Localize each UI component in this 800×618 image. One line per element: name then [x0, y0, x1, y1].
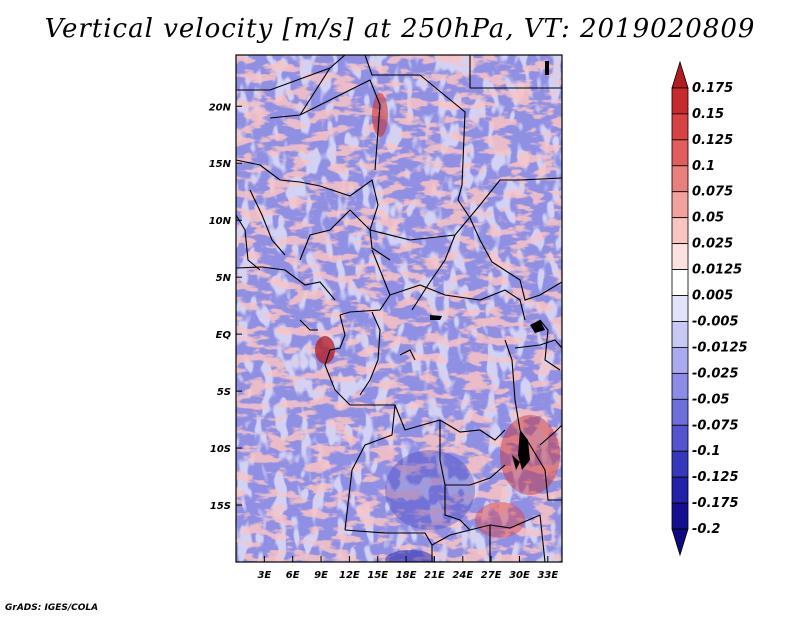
colorbar-label: 0.005	[692, 289, 733, 304]
colorbar-label: 0.05	[692, 211, 724, 226]
colorbar-cell	[671, 398, 689, 426]
colorbar-label: 0.175	[692, 81, 733, 96]
colorbar-cell	[671, 450, 689, 478]
colorbar-label: -0.2	[692, 522, 720, 537]
map-frame	[235, 54, 563, 563]
colorbar-label: -0.1	[692, 444, 720, 459]
lon-tick-label: 18E	[396, 570, 417, 581]
country-borders	[236, 55, 562, 562]
colorbar-label: -0.025	[692, 366, 739, 381]
colorbar-label: -0.175	[692, 496, 739, 511]
colorbar-label: -0.0125	[692, 340, 748, 355]
lat-tick-label: 10S	[210, 444, 231, 455]
grads-credit: GrADS: IGES/COLA	[5, 603, 99, 613]
colorbar-cell	[671, 217, 689, 245]
colorbar-cell	[671, 321, 689, 348]
colorbar-label: -0.075	[692, 418, 739, 433]
lon-tick-label: 9E	[314, 570, 328, 581]
colorbar-label: 0.15	[692, 107, 724, 122]
colorbar-top-arrow	[671, 60, 689, 89]
lon-tick-label: 6E	[286, 570, 300, 581]
colorbar-cell	[671, 476, 689, 504]
colorbar-cell	[671, 269, 689, 296]
lon-tick-label: 12E	[339, 570, 360, 581]
lat-tick-label: EQ	[216, 330, 232, 341]
colorbar-cell	[671, 502, 689, 530]
colorbar-label: 0.1	[692, 159, 715, 174]
lon-tick-label: 24E	[452, 570, 473, 581]
lakes	[430, 61, 549, 470]
colorbar-cell	[671, 372, 689, 400]
colorbar-label: 0.125	[692, 133, 733, 148]
velocity-field	[236, 55, 562, 562]
colorbar-bottom-arrow	[671, 528, 689, 557]
colorbar-label: 0.0125	[692, 263, 742, 278]
lat-tick-label: 15S	[210, 501, 231, 512]
lon-tick-label: 21E	[424, 570, 445, 581]
colorbar-cell	[671, 87, 689, 115]
colorbar-label: -0.125	[692, 470, 739, 485]
colorbar-label: -0.005	[692, 314, 739, 329]
colorbar-cell	[671, 243, 689, 270]
longitude-axis: 3E 6E 9E 12E 15E 18E 21E 24E 27E 30E 33E	[257, 556, 558, 581]
lon-tick-label: 15E	[367, 570, 388, 581]
lon-tick-label: 27E	[481, 570, 502, 581]
lat-tick-label: 5S	[217, 387, 231, 398]
lat-tick-label: 5N	[216, 273, 232, 284]
lat-tick-label: 10N	[209, 216, 232, 227]
colorbar-cell	[671, 295, 689, 322]
lat-tick-label: 20N	[209, 102, 232, 113]
lon-tick-label: 30E	[509, 570, 530, 581]
colorbar-cell	[671, 424, 689, 452]
chart-title: Vertical velocity [m/s] at 250hPa, VT: 2…	[44, 14, 756, 44]
latitude-axis: 20N 15N 10N 5N EQ 5S 10S 15S	[209, 102, 242, 512]
colorbar-cell	[671, 165, 689, 193]
lon-tick-label: 3E	[257, 570, 271, 581]
colorbar-cell	[671, 191, 689, 219]
lon-tick-label: 33E	[537, 570, 558, 581]
colorbar-label: 0.025	[692, 237, 733, 252]
colorbar-cell	[671, 113, 689, 141]
colorbar-label: -0.05	[692, 392, 729, 407]
colorbar: 0.175 0.15 0.125 0.1 0.075 0.05 0.025 0.0125 0.0…	[671, 60, 748, 557]
lat-tick-label: 15N	[209, 159, 232, 170]
colorbar-cell	[671, 347, 689, 374]
colorbar-label: 0.075	[692, 185, 733, 200]
colorbar-cell	[671, 139, 689, 167]
